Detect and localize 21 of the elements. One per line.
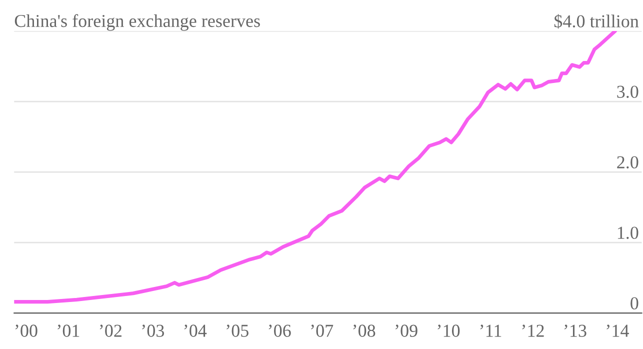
y-tick-label: $4.0 trillion <box>554 14 639 29</box>
x-tick-label: ’11 <box>480 324 502 337</box>
chart-title: China's foreign exchange reserves <box>14 14 260 31</box>
y-tick-label: 1.0 <box>618 226 638 239</box>
x-tick-label: ’04 <box>184 324 207 337</box>
x-tick-label: ’13 <box>564 324 586 337</box>
y-tick-label: 3.0 <box>617 86 638 98</box>
x-tick-label: ’14 <box>606 324 629 337</box>
y-tick-label: 2.0 <box>617 156 638 168</box>
x-tick-label: ’09 <box>396 324 418 337</box>
y-tick-label: 0 <box>630 297 638 310</box>
x-tick-label: ’07 <box>311 324 334 337</box>
x-tick-label: ’12 <box>522 324 544 337</box>
x-tick-label: ’10 <box>438 324 460 337</box>
x-tick-label: ’05 <box>226 324 248 337</box>
x-tick-label: ’06 <box>268 324 291 337</box>
x-tick-label: ’00 <box>16 324 38 337</box>
x-tick-label: ’03 <box>142 324 164 337</box>
x-tick-label: ’02 <box>100 324 122 337</box>
x-tick-label: ’08 <box>353 324 376 337</box>
x-tick-label: ’01 <box>58 324 80 337</box>
